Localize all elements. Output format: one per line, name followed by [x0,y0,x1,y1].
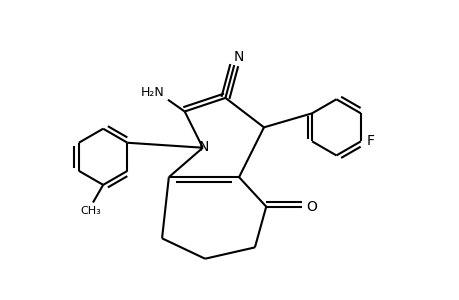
Text: N: N [233,50,243,64]
Text: F: F [366,134,374,148]
Text: CH₃: CH₃ [80,206,101,216]
Text: N: N [198,140,208,154]
Text: H₂N: H₂N [141,85,164,98]
Text: O: O [305,200,316,214]
